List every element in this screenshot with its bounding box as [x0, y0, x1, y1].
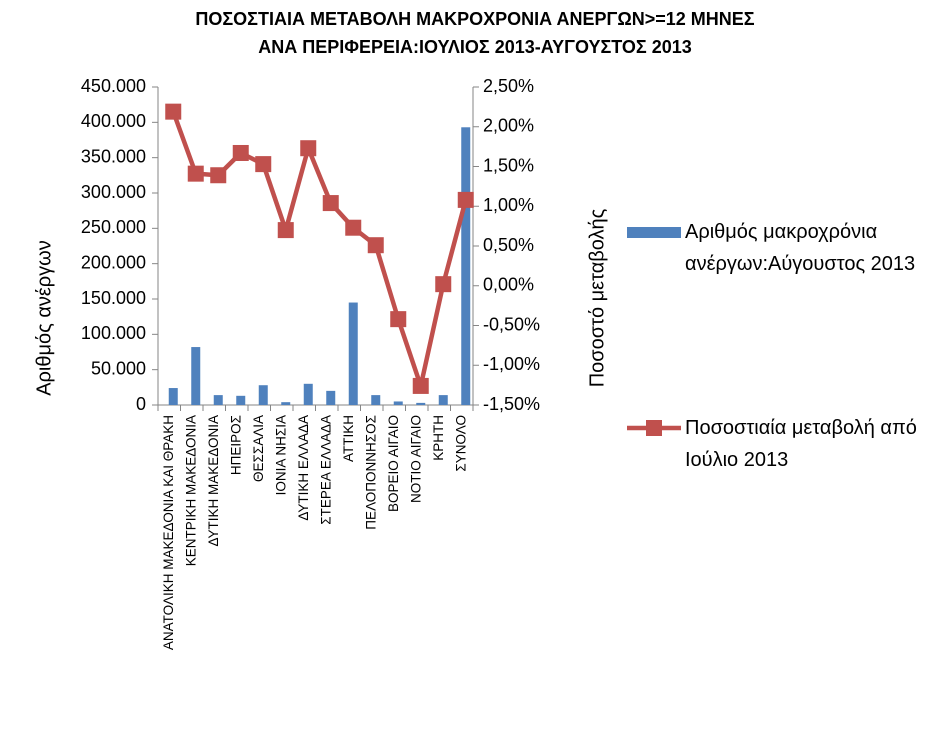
marker	[457, 191, 474, 208]
bar	[438, 395, 448, 405]
y-tick-label: 100.000	[81, 323, 146, 343]
x-tick-label: ΗΠΕΙΡΟΣ	[228, 415, 243, 475]
x-tick-label: ΣΤΕΡΕΑ ΕΛΛΑΔΑ	[318, 415, 333, 525]
x-tick-label: ΔΥΤΙΚΗ ΕΛΛΑΔΑ	[296, 415, 311, 521]
y-tick-label: 450.000	[81, 76, 146, 96]
y2-tick-label: -1,50%	[483, 394, 540, 414]
x-tick-label: ΙΟΝΙΑ ΝΗΣΙΑ	[273, 415, 288, 495]
marker	[255, 156, 272, 173]
y-tick-label: 250.000	[81, 217, 146, 237]
bar	[281, 402, 291, 405]
x-tick-label: ΠΕΛΟΠΟΝΝΗΣΟΣ	[363, 415, 378, 530]
marker	[412, 377, 429, 394]
y-tick-label: 50.000	[91, 358, 146, 378]
bar	[371, 395, 381, 405]
marker	[345, 219, 362, 236]
bar	[326, 390, 336, 405]
y2-tick-label: 1,50%	[483, 155, 534, 175]
y2-axis-label: Ποσοστό μεταβολής	[586, 208, 608, 387]
y2-tick-label: 1,00%	[483, 195, 534, 215]
y2-tick-label: 2,50%	[483, 76, 534, 96]
marker	[277, 222, 294, 239]
y-tick-label: 0	[136, 394, 146, 414]
bar	[191, 347, 201, 405]
bar	[461, 127, 471, 405]
bar	[416, 402, 426, 405]
y-tick-label: 400.000	[81, 111, 146, 131]
marker	[435, 276, 452, 293]
y-tick-label: 200.000	[81, 252, 146, 272]
bar	[393, 401, 403, 405]
bar	[236, 395, 246, 405]
bar	[168, 388, 178, 405]
y2-tick-label: -1,00%	[483, 354, 540, 374]
chart-title: ΑΝΑ ΠΕΡΙΦΕΡΕΙΑ:ΙΟΥΛΙΟΣ 2013-ΑΥΓΟΥΣΤΟΣ 20…	[258, 37, 692, 57]
y2-tick-label: -0,50%	[483, 314, 540, 334]
marker	[300, 140, 317, 157]
x-tick-label: ΘΕΣΣΑΛΙΑ	[251, 415, 266, 482]
bar	[213, 395, 223, 405]
y-axis-label: Αριθμός ανέργων	[33, 240, 55, 396]
legend-swatch	[646, 420, 662, 436]
x-tick-label: ΚΕΝΤΡΙΚΗ ΜΑΚΕΔΟΝΙΑ	[183, 415, 198, 566]
x-tick-label: ΣΥΝΟΛΟ	[453, 415, 468, 472]
chart-title: ΠΟΣΟΣΤΙΑΙΑ ΜΕΤΑΒΟΛΗ ΜΑΚΡΟΧΡΟΝΙΑ ΑΝΕΡΓΩΝ>…	[195, 9, 754, 29]
bar	[348, 302, 358, 405]
line	[171, 110, 468, 389]
y-tick-label: 150.000	[81, 288, 146, 308]
legend-label: Ποσοστιαία μεταβολή από Ιούλιο 2013	[685, 417, 917, 471]
x-tick-label: ΔΥΤΙΚΗ ΜΑΚΕΔΟΝΙΑ	[206, 415, 221, 547]
y2-tick-label: 0,00%	[483, 275, 534, 295]
legend-label: Αριθμός μακροχρόνια ανέργων:Αύγουστος 20…	[685, 221, 916, 275]
x-tick-label: ΑΤΤΙΚΗ	[341, 415, 356, 462]
x-tick-label: ΝΟΤΙΟ ΑΙΓΑΙΟ	[408, 415, 423, 503]
bar	[303, 383, 313, 405]
y-tick-label: 300.000	[81, 182, 146, 202]
x-tick-label: ΒΟΡΕΙΟ ΑΙΓΑΙΟ	[386, 415, 401, 512]
marker	[232, 144, 249, 161]
marker	[187, 165, 204, 182]
y2-tick-label: 0,50%	[483, 235, 534, 255]
marker	[390, 311, 407, 328]
x-tick-label: ΚΡΗΤΗ	[431, 415, 446, 461]
marker	[210, 167, 227, 184]
bar	[258, 385, 268, 405]
y2-tick-label: 2,00%	[483, 116, 534, 136]
marker	[367, 237, 384, 254]
legend-swatch	[627, 227, 681, 238]
y-tick-label: 350.000	[81, 146, 146, 166]
marker	[165, 103, 182, 120]
marker	[322, 195, 339, 212]
x-tick-label: ΑΝΑΤΟΛΙΚΗ ΜΑΚΕΔΟΝΙΑ ΚΑΙ ΘΡΑΚΗ	[161, 415, 176, 650]
